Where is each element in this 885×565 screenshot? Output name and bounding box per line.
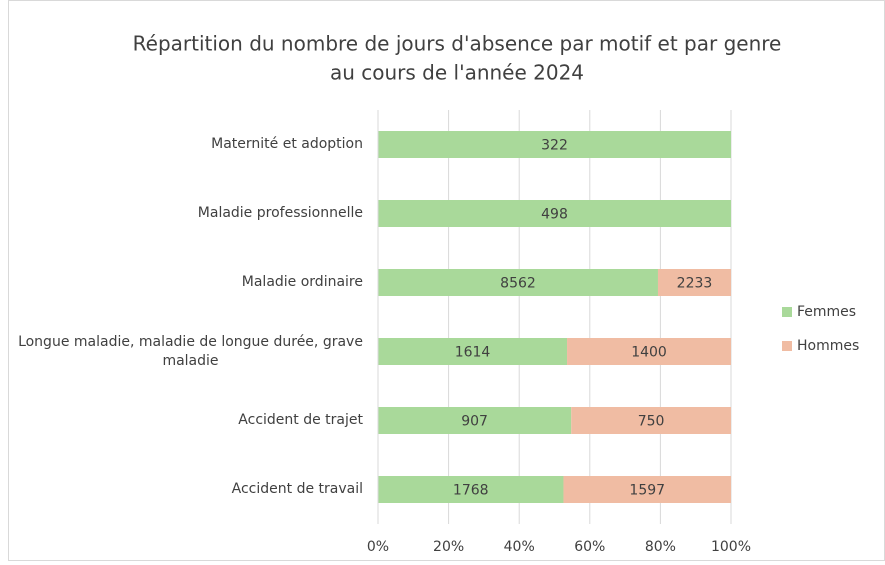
data-label: 1614	[455, 345, 491, 361]
legend-label: Femmes	[797, 304, 856, 320]
y-tick-label: Maladie ordinaire	[241, 274, 363, 290]
bar-segment	[378, 338, 568, 365]
data-label: 322	[541, 138, 568, 154]
bar-segment	[563, 476, 731, 503]
x-tick-label: 40%	[504, 539, 535, 555]
bar-segment	[378, 476, 564, 503]
x-tick-label: 60%	[574, 539, 605, 555]
bar-segment	[657, 269, 731, 296]
category-label: Maladie ordinaire	[241, 274, 363, 290]
bar-segment	[378, 269, 658, 296]
data-label: 498	[541, 207, 568, 223]
data-label: 8562	[500, 276, 536, 292]
data-label: 907	[461, 414, 488, 430]
legend-swatch	[782, 341, 792, 351]
category-label: Accident de travail	[231, 481, 363, 497]
category-label: Accident de trajet	[238, 412, 363, 428]
chart-title: Répartition du nombre de jours d'absence…	[133, 32, 782, 56]
y-tick-label: Maladie professionnelle	[197, 205, 363, 221]
category-label: Maternité et adoption	[211, 136, 363, 152]
y-tick-label: Accident de trajet	[238, 412, 363, 428]
data-label: 2233	[677, 276, 713, 292]
chart-title: au cours de l'année 2024	[330, 61, 584, 85]
data-label: 1400	[631, 345, 667, 361]
category-label: Maladie professionnelle	[197, 205, 363, 221]
data-label: 1768	[453, 483, 489, 499]
bar-segment	[571, 407, 731, 434]
y-tick-label: Accident de travail	[231, 481, 363, 497]
y-tick-label: Maternité et adoption	[211, 136, 363, 152]
data-label: 1597	[629, 483, 665, 499]
x-tick-label: 0%	[367, 539, 389, 555]
bar-segment	[378, 131, 731, 158]
x-tick-label: 100%	[711, 539, 751, 555]
data-label: 750	[638, 414, 665, 430]
bar-segment	[378, 407, 572, 434]
x-tick-label: 20%	[433, 539, 464, 555]
bar-segment	[378, 200, 731, 227]
bar-segment	[567, 338, 731, 365]
legend-label: Hommes	[797, 338, 859, 354]
category-label: Longue maladie, maladie de longue durée,…	[18, 333, 363, 369]
x-tick-label: 80%	[645, 539, 676, 555]
legend-swatch	[782, 307, 792, 317]
y-tick-label: Longue maladie, maladie de longue durée,…	[18, 333, 363, 369]
